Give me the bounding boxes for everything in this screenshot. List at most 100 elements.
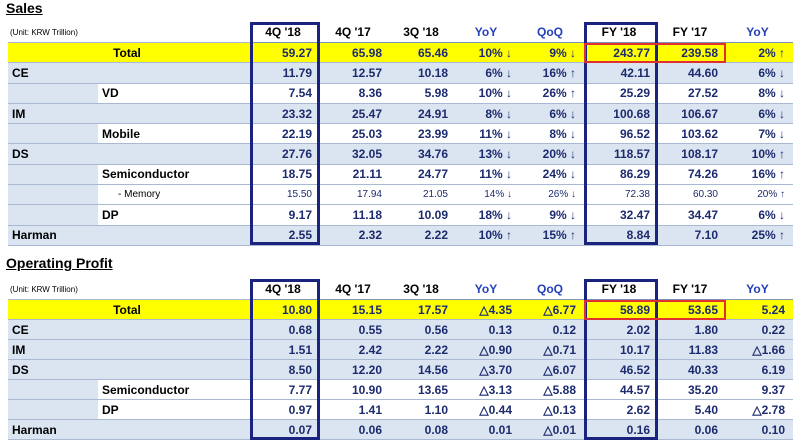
value-cell: 25% ↑ [726,225,793,246]
value-cell: 6.19 [726,359,793,380]
table-row: IM 23.32 25.47 24.91 8% ↓ 6% ↓ 100.68 106.67 6% … [8,103,793,125]
value-cell: 0.01 [456,419,520,440]
value-cell: 2.42 [320,339,390,360]
column-header: 4Q '18 [250,22,320,43]
value-cell: 22.19 [250,123,320,145]
value-cell: 118.57 [584,143,658,165]
value-cell: △5.88 [520,379,584,400]
table-row: Mobile 22.19 25.03 23.99 11% ↓ 8% ↓ 96.52 103.6… [8,123,793,145]
value-cell: 10.18 [390,62,456,84]
value-cell: 11% ↓ [456,164,520,186]
value-cell: 0.22 [726,319,793,340]
table-row: DS 8.50 12.20 14.56 △3.70 △6.07 46.52 40.33 6.19 [8,359,793,380]
value-cell: 1.80 [658,319,726,340]
value-cell: 239.58 [658,42,726,64]
table-row: Semiconductor 7.77 10.90 13.65 △3.13 △5.88 44.… [8,379,793,400]
value-cell: 0.16 [584,419,658,440]
value-cell: 26% ↓ [520,184,584,206]
indent-cell [8,379,98,400]
value-cell: 18% ↓ [456,204,520,226]
row-label: DP [98,204,250,226]
value-cell: 27.76 [250,143,320,165]
value-cell: 8% ↓ [456,103,520,125]
table-row: - Memory 15.50 17.94 21.05 14% ↓ 26% ↓ 72.38 60… [8,184,793,206]
value-cell: 6% ↓ [726,62,793,84]
table-row: Harman 2.55 2.32 2.22 10% ↑ 15% ↑ 8.84 7.10 25% … [8,225,793,246]
row-label: - Memory [98,184,250,206]
row-label: IM [8,339,250,360]
column-header: FY '18 [584,22,658,43]
value-cell: △6.07 [520,359,584,380]
value-cell: 100.68 [584,103,658,125]
value-cell: 46.52 [584,359,658,380]
table-row: Harman 0.07 0.06 0.08 0.01 △0.01 0.16 0.06 0.10 [8,419,793,440]
value-cell: 7.10 [658,225,726,246]
column-header: YoY [726,279,793,300]
value-cell: 9% ↓ [520,42,584,64]
value-cell: 20% ↓ [520,143,584,165]
value-cell: 10% ↑ [456,225,520,246]
column-header: YoY [726,22,793,43]
value-cell: 15% ↑ [520,225,584,246]
row-label: DS [8,359,250,380]
value-cell: 10.80 [250,299,320,320]
column-header: FY '18 [584,279,658,300]
value-cell: 11.79 [250,62,320,84]
column-header: FY '17 [658,22,726,43]
value-cell: 7% ↓ [726,123,793,145]
value-cell: 6% ↓ [520,103,584,125]
value-cell: 23.32 [250,103,320,125]
value-cell: 86.29 [584,164,658,186]
value-cell: 6% ↓ [456,62,520,84]
value-cell: 20% ↑ [726,184,793,206]
value-cell: 7.77 [250,379,320,400]
header-row: (Unit: KRW Trillion) 4Q '18 4Q '17 3Q '18 Yo… [8,22,793,43]
value-cell: 24.77 [390,164,456,186]
value-cell: 44.60 [658,62,726,84]
table-row: DP 0.97 1.41 1.10 △0.44 △0.13 2.62 5.40 △2.78 [8,399,793,420]
value-cell: 53.65 [658,299,726,320]
value-cell: 65.98 [320,42,390,64]
value-cell: 103.62 [658,123,726,145]
value-cell: △3.70 [456,359,520,380]
value-cell: 24% ↓ [520,164,584,186]
value-cell: 6% ↓ [726,103,793,125]
value-cell: △3.13 [456,379,520,400]
section-title: Operating Profit [6,255,113,271]
table-row: IM 1.51 2.42 2.22 △0.90 △0.71 10.17 11.83 △1.66 [8,339,793,360]
column-header: 4Q '17 [320,279,390,300]
table-row: DS 27.76 32.05 34.76 13% ↓ 20% ↓ 118.57 108.17 1… [8,143,793,165]
value-cell: 34.47 [658,204,726,226]
row-label: IM [8,103,250,125]
value-cell: 25.29 [584,83,658,104]
value-cell: △1.66 [726,339,793,360]
value-cell: 0.08 [390,419,456,440]
value-cell: 40.33 [658,359,726,380]
row-label: Semiconductor [98,164,250,186]
value-cell: 6% ↓ [726,204,793,226]
value-cell: 5.24 [726,299,793,320]
value-cell: 11.83 [658,339,726,360]
column-header: 4Q '18 [250,279,320,300]
value-cell: 7.54 [250,83,320,104]
value-cell: 21.05 [390,184,456,206]
value-cell: 0.10 [726,419,793,440]
table-row: DP 9.17 11.18 10.09 18% ↓ 9% ↓ 32.47 34.47 6% ↓ [8,204,793,226]
value-cell: 0.12 [520,319,584,340]
value-cell: 2.22 [390,339,456,360]
value-cell: 72.38 [584,184,658,206]
value-cell: 32.05 [320,143,390,165]
value-cell: 108.17 [658,143,726,165]
value-cell: 26% ↑ [520,83,584,104]
table-row: Total 10.80 15.15 17.57 △4.35 △6.77 58.89 53.65… [8,299,793,320]
value-cell: 23.99 [390,123,456,145]
value-cell: △4.35 [456,299,520,320]
value-cell: 11% ↓ [456,123,520,145]
column-header: FY '17 [658,279,726,300]
value-cell: 11.18 [320,204,390,226]
value-cell: 0.13 [456,319,520,340]
table-row: Semiconductor 18.75 21.11 24.77 11% ↓ 24% ↓ 86… [8,164,793,186]
table-row: Total 59.27 65.98 65.46 10% ↓ 9% ↓ 243.77 239.5… [8,42,793,64]
value-cell: 17.94 [320,184,390,206]
